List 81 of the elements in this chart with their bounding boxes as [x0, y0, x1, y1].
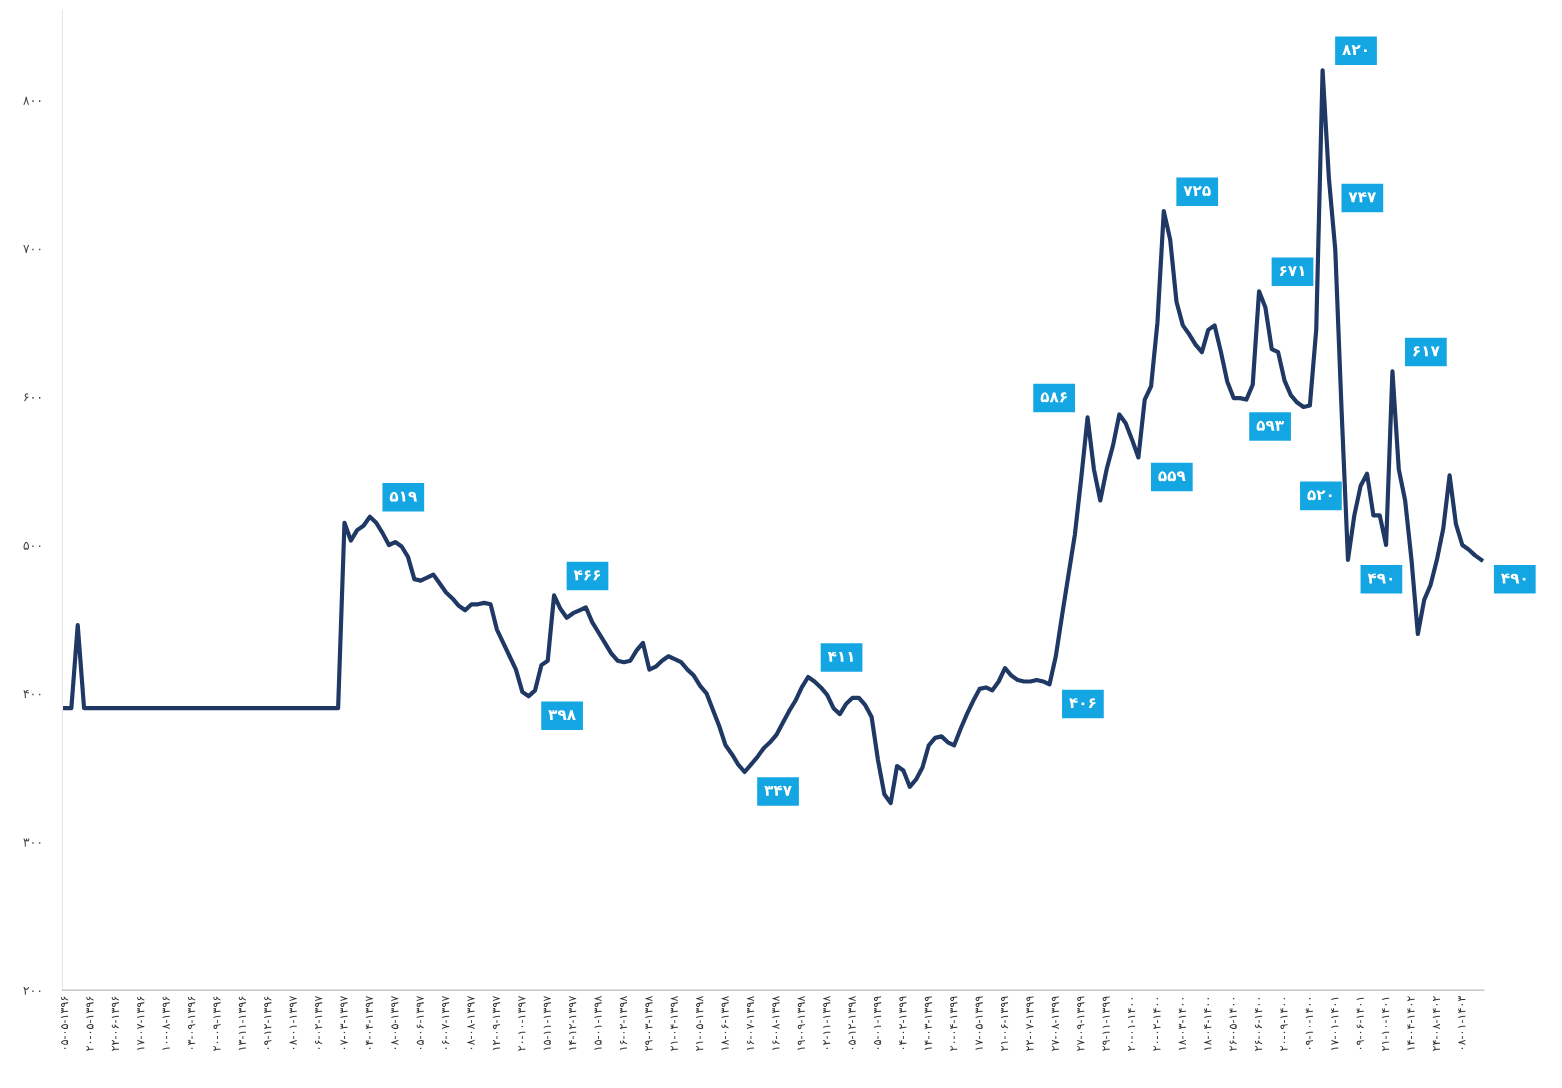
x-tick-label: ۰۵-۰۱-۱۳۹۹	[873, 996, 882, 1050]
x-tick-label: ۲۶-۰۵-۱۴۰۰	[1229, 998, 1237, 1051]
x-tick-label: ۰۸-۰۵-۱۳۹۷	[391, 995, 399, 1050]
x-tick-label: ۲۰-۰۱-۱۴۰۰	[1127, 998, 1136, 1051]
x-tick-label: ۱۴-۱۲-۱۳۹۷	[569, 995, 577, 1050]
x-tick-label: ۰۳-۰۹-۱۳۹۶	[188, 996, 196, 1050]
x-tick-label: ۱۶-۰۸-۱۳۹۸	[772, 995, 780, 1050]
x-tick-label: ۱۵-۰۱-۱۳۹۸	[594, 995, 602, 1050]
data-label: ۴۹۰	[1367, 573, 1393, 584]
x-tick-label: ۱۷-۰۵-۱۳۹۹	[975, 996, 983, 1050]
x-tick-label: ۱۸-۰۳-۱۴۰۰	[1178, 998, 1186, 1050]
x-tick-label: ۱۶-۰۷-۱۳۹۸	[746, 995, 755, 1050]
x-tick-label: ۱۷-۰۷-۱۳۹۶	[137, 996, 145, 1050]
x-tick-label: ۲۶-۰۶-۱۴۰۰	[1254, 998, 1263, 1051]
x-tick-label: ۲۱-۱۰-۱۴۰۱	[1382, 997, 1390, 1051]
line-series	[62, 68, 1484, 806]
x-tick-label: ۲۰-۰۴-۱۳۹۹	[950, 996, 958, 1051]
x-tick-label: ۱۹-۰۹-۱۳۹۸	[797, 995, 805, 1050]
data-label: ۳۹۸	[548, 710, 576, 720]
x-tick-label: ۰۸-۰۸-۱۳۹۷	[467, 995, 475, 1050]
y-tick-label: ۷۰۰	[23, 245, 41, 254]
x-tick-label: ۰۴-۰۲-۱۳۹۹	[899, 996, 907, 1050]
x-tick-label: ۱۸-۰۶-۱۳۹۸	[721, 995, 729, 1050]
x-tick-label: ۲۰-۱۰-۱۳۹۷	[518, 995, 526, 1051]
x-tick-label: ۲۰-۰۹-۱۳۹۶	[213, 996, 221, 1051]
x-tick-label: ۰۹-۱۰-۱۴۰۰	[1305, 998, 1313, 1050]
x-tick-label: ۰۲-۱۱-۱۳۹۸	[823, 995, 831, 1050]
x-tick-label: ۲۹-۰۳-۱۳۹۸	[645, 995, 653, 1051]
data-label: ۶۱۷	[1413, 346, 1440, 357]
x-tick-label: ۰۸-۰۱-۱۴۰۳	[1458, 995, 1466, 1050]
x-tick-label: ۱۳-۱۱-۱۳۹۶	[238, 996, 246, 1050]
x-tick-label: ۰۷-۰۳-۱۳۹۷	[340, 995, 348, 1050]
data-label: ۷۴۷	[1348, 192, 1377, 203]
data-label: ۷۲۵	[1183, 186, 1211, 197]
data-label: ۵۹۳	[1256, 420, 1284, 431]
y-tick-label: ۴۰۰	[23, 690, 41, 699]
x-tick-label: ۱۶-۰۲-۱۳۹۸	[619, 995, 627, 1050]
x-tick-label: ۲۷-۰۸-۱۳۹۹	[1051, 996, 1059, 1051]
x-tick-label: ۲۹-۱۱-۱۳۹۹	[1102, 996, 1110, 1051]
data-label: ۵۱۹	[389, 491, 417, 502]
x-tick-label: ۲۰-۰۵-۱۳۹۶	[86, 996, 94, 1051]
data-label: ۴۶۶	[573, 570, 601, 581]
x-tick-label: ۱۵-۱۱-۱۳۹۷	[543, 995, 551, 1050]
x-tick-label: ۲۴-۰۸-۱۴۰۲	[1432, 996, 1440, 1051]
x-tick-label: ۰۴-۰۴-۱۳۹۷	[365, 995, 373, 1050]
data-label: ۵۲۰	[1307, 490, 1332, 501]
data-label: ۵۸۶	[1040, 392, 1067, 403]
x-tick-label: ۲۲-۰۷-۱۳۹۹	[1026, 996, 1034, 1051]
x-tick-label: ۰۹-۰۶-۱۴۰۱	[1356, 997, 1364, 1050]
data-label: ۴۹۰	[1500, 573, 1526, 584]
y-tick-label: ۵۰۰	[23, 541, 41, 550]
x-tick-label: ۱۴-۰۳-۱۳۹۹	[924, 996, 932, 1050]
data-label: ۴۱۱	[827, 651, 853, 662]
x-tick-label: ۰۹-۱۲-۱۳۹۶	[264, 996, 272, 1050]
y-tick-label: ۲۰۰	[23, 986, 41, 995]
y-tick-label: ۸۰۰	[23, 96, 41, 105]
x-tick-label: ۲۷-۰۹-۱۳۹۹	[1077, 996, 1085, 1051]
x-tick-label: ۰۵-۰۶-۱۳۹۷	[416, 995, 424, 1050]
x-tick-label: ۱۴-۰۴-۱۴۰۲	[1407, 996, 1415, 1050]
y-tick-label: ۳۰۰	[23, 838, 41, 847]
x-tick-label: ۲۲-۰۶-۱۳۹۶	[111, 996, 119, 1051]
x-tick-label: ۰۵-۰۵-۱۳۹۶	[60, 996, 69, 1050]
x-tick-label: ۲۱-۰۵-۱۳۹۸	[696, 995, 704, 1051]
data-label: ۶۷۱	[1279, 266, 1304, 277]
x-tick-label: ۱۷-۰۱-۱۴۰۱	[1331, 997, 1339, 1050]
x-tick-label: ۱۲-۰۹-۱۳۹۷	[492, 995, 500, 1050]
x-tick-label: ۱۸-۰۴-۱۴۰۰	[1204, 998, 1212, 1050]
x-tick-label: ۰۸-۰۱-۱۳۹۷	[289, 995, 297, 1050]
data-label: ۴۰۶	[1069, 698, 1096, 709]
x-tick-label: ۲۰-۰۲-۱۴۰۰	[1153, 998, 1161, 1051]
x-tick-label: ۰۶-۰۷-۱۳۹۷	[442, 995, 450, 1050]
x-tick-label: ۰۵-۱۲-۱۳۹۸	[848, 995, 856, 1050]
data-label: ۳۴۷	[764, 785, 792, 796]
x-tick-label: ۲۱-۰۴-۱۳۹۸	[670, 995, 678, 1051]
x-tick-label: ۲۰-۰۹-۱۴۰۰	[1280, 998, 1288, 1051]
x-tick-label: ۱۰-۰۸-۱۳۹۶	[162, 996, 170, 1050]
x-tick-label: ۰۶-۰۲-۱۳۹۷	[315, 995, 323, 1050]
data-label: ۵۵۹	[1158, 471, 1186, 482]
x-tick-label: ۲۱-۰۶-۱۳۹۹	[1000, 996, 1009, 1051]
y-tick-label: ۶۰۰	[24, 393, 41, 402]
data-label: ۸۲۰	[1342, 45, 1367, 55]
